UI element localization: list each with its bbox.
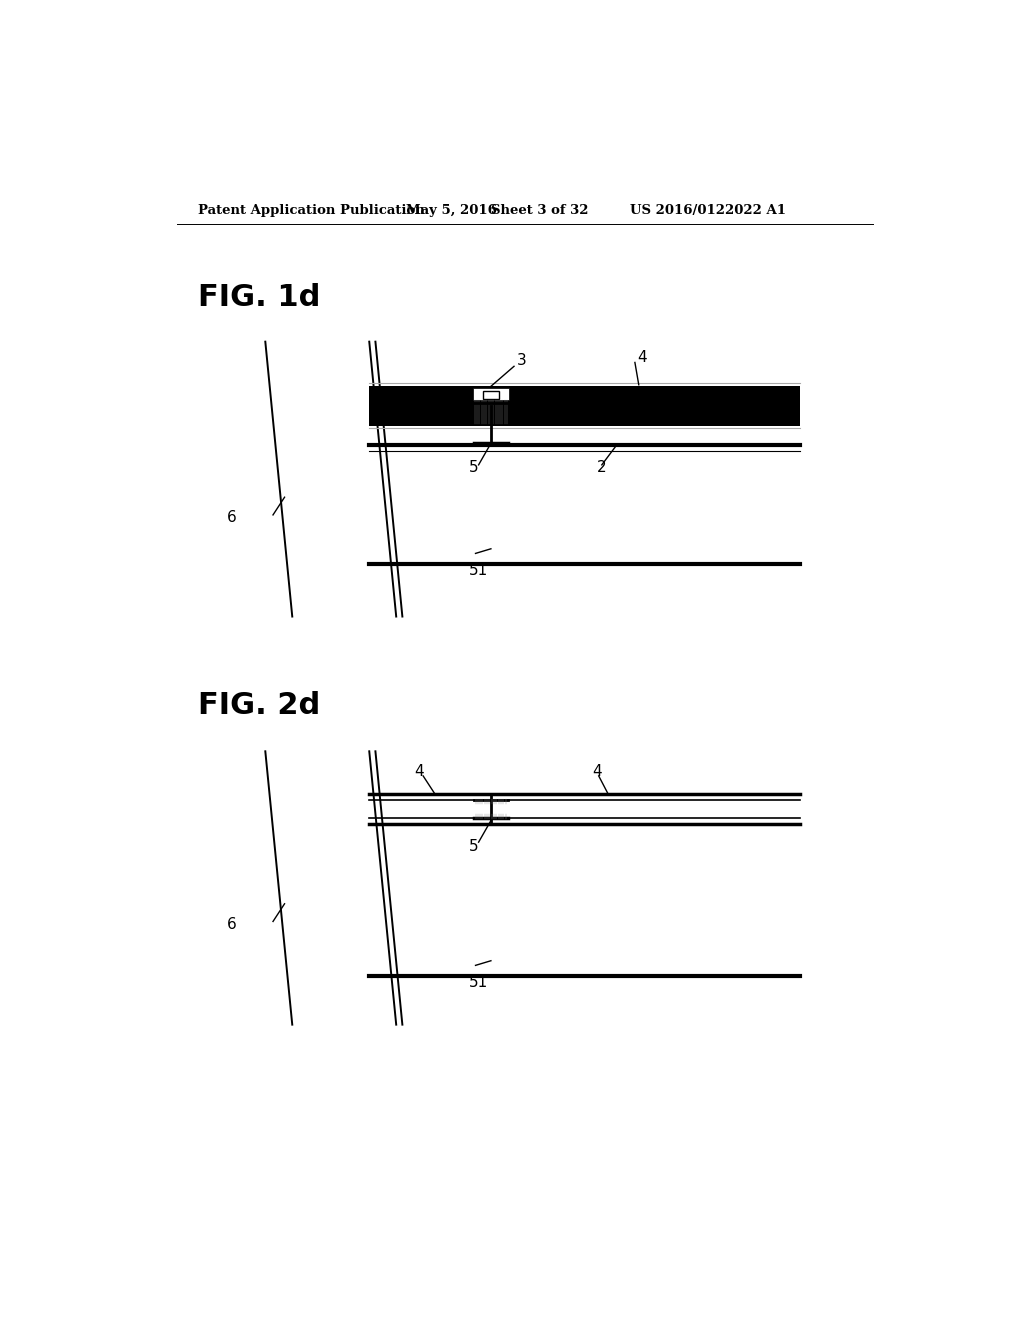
Text: 6: 6 (226, 917, 237, 932)
Text: Patent Application Publication: Patent Application Publication (199, 205, 425, 218)
Text: Sheet 3 of 32: Sheet 3 of 32 (490, 205, 589, 218)
Text: US 2016/0122022 A1: US 2016/0122022 A1 (630, 205, 785, 218)
Text: 2: 2 (596, 461, 606, 475)
Text: 6: 6 (226, 511, 237, 525)
Bar (370, 387, 801, 425)
Text: FIG. 2d: FIG. 2d (199, 692, 321, 721)
Text: 5: 5 (469, 838, 479, 854)
Text: FIG. 1d: FIG. 1d (199, 284, 321, 312)
Bar (483, 391, 499, 399)
Text: 51: 51 (469, 562, 488, 578)
Text: 51: 51 (469, 974, 488, 990)
Text: May 5, 2016: May 5, 2016 (407, 205, 497, 218)
Text: 3: 3 (517, 354, 527, 368)
Text: 4: 4 (637, 350, 647, 364)
Text: 5: 5 (469, 461, 479, 475)
Text: 4: 4 (593, 764, 602, 779)
Text: 4: 4 (414, 764, 424, 779)
Bar (473, 388, 509, 400)
